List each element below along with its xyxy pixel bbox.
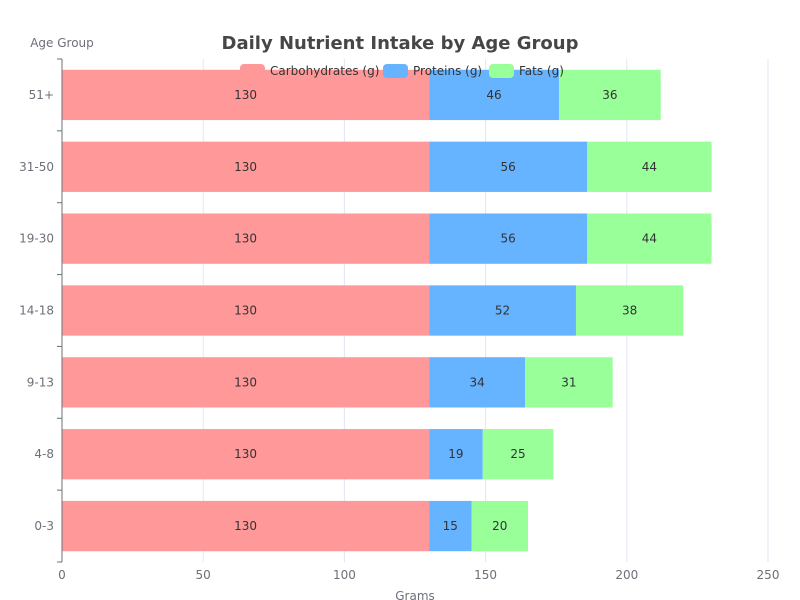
x-axis-name: Grams — [395, 589, 435, 600]
legend-label: Proteins (g) — [413, 64, 482, 78]
data-label: 38 — [622, 304, 637, 318]
bar-segment — [575, 285, 684, 336]
bar-segment — [587, 213, 712, 264]
x-tick-label: 100 — [333, 568, 356, 582]
legend-swatch — [240, 64, 265, 78]
data-label: 25 — [510, 447, 525, 461]
bar-segment — [429, 69, 560, 121]
bar-segment — [559, 69, 661, 121]
data-label: 130 — [234, 375, 257, 389]
bar-segment — [62, 500, 430, 552]
bar-segment — [429, 429, 483, 480]
data-label: 36 — [602, 88, 617, 102]
bar-segment — [62, 429, 430, 480]
y-tick-label: 4-8 — [34, 447, 54, 461]
bar-segment — [62, 141, 430, 192]
bar-segment — [429, 141, 588, 192]
data-label: 52 — [495, 304, 510, 318]
data-label: 46 — [486, 88, 501, 102]
chart-title: Daily Nutrient Intake by Age Group — [222, 33, 579, 54]
data-label: 130 — [234, 447, 257, 461]
bar-segment — [482, 429, 554, 480]
bar-segment — [429, 285, 576, 336]
y-tick-label: 0-3 — [34, 519, 54, 533]
data-label: 130 — [234, 519, 257, 533]
y-tick-label: 9-13 — [27, 375, 54, 389]
data-label: 44 — [642, 232, 657, 246]
bar-segment — [429, 213, 588, 264]
legend-swatch — [383, 64, 408, 78]
bar-segment — [62, 285, 430, 336]
data-label: 56 — [501, 160, 516, 174]
bar-segment — [525, 357, 613, 408]
data-label: 130 — [234, 304, 257, 318]
y-tick-label: 14-18 — [19, 304, 54, 318]
bar-segment — [587, 141, 712, 192]
bar-segment — [62, 213, 430, 264]
legend-label: Fats (g) — [519, 64, 564, 78]
data-label: 56 — [501, 232, 516, 246]
bar-segment — [62, 69, 430, 121]
x-tick-label: 150 — [474, 568, 497, 582]
y-tick-label: 51+ — [29, 88, 54, 102]
y-tick-label: 31-50 — [19, 160, 54, 174]
data-label: 130 — [234, 160, 257, 174]
data-label: 20 — [492, 519, 507, 533]
data-label: 19 — [448, 447, 463, 461]
bar-segment — [429, 500, 472, 552]
legend-swatch — [489, 64, 514, 78]
x-tick-label: 0 — [58, 568, 66, 582]
x-tick-label: 200 — [615, 568, 638, 582]
data-label: 44 — [642, 160, 657, 174]
data-label: 31 — [561, 375, 576, 389]
data-label: 34 — [469, 375, 484, 389]
y-axis-name: Age Group — [30, 36, 94, 50]
bar-segment — [471, 500, 528, 552]
y-tick-label: 19-30 — [19, 232, 54, 246]
legend: Carbohydrates (g) Proteins (g) Fats (g) — [240, 64, 564, 78]
bar-segment — [429, 357, 526, 408]
bars-layer: 130 15 20 130 19 25 130 34 31 130 52 38 130 56 44 130 56… — [62, 69, 712, 552]
data-label: 130 — [234, 232, 257, 246]
x-tick-label: 50 — [196, 568, 211, 582]
bar-segment — [62, 357, 430, 408]
x-tick-label: 250 — [757, 568, 780, 582]
data-label: 130 — [234, 88, 257, 102]
data-label: 15 — [443, 519, 458, 533]
legend-label: Carbohydrates (g) — [270, 64, 379, 78]
axis-layer: 0 50 100 150 200 250 0-3 4-8 9-13 14-18 19-30 31-50… — [19, 58, 780, 582]
